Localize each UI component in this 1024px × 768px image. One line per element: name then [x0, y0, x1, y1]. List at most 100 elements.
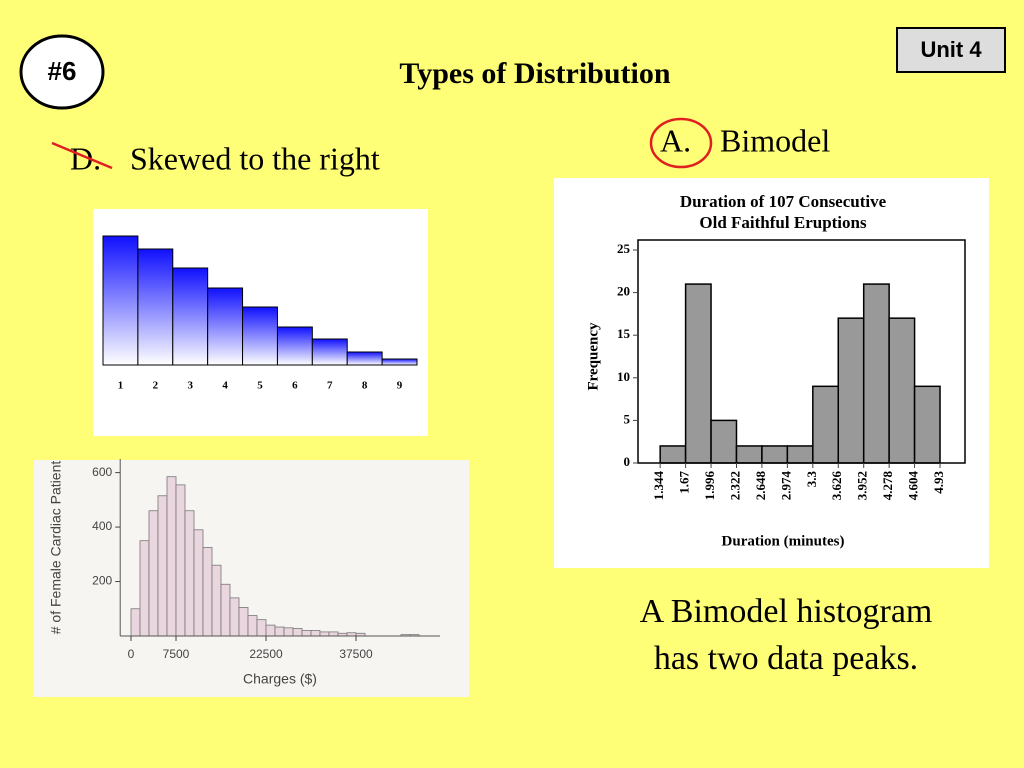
bar: [684, 283, 712, 464]
bar: [211, 564, 222, 637]
y-tick-label: 400: [92, 519, 112, 533]
x-tick-label: 4.604: [906, 471, 921, 501]
caption: has two data peaks.: [654, 640, 918, 677]
bar: [837, 317, 865, 464]
bar: [238, 607, 249, 637]
x-tick-label: 3.952: [855, 471, 870, 500]
bar: [175, 484, 186, 637]
bar: [229, 597, 240, 637]
panel: [34, 460, 469, 697]
x-tick-label: 4.93: [931, 471, 946, 494]
bar: [710, 419, 738, 464]
bar: [311, 338, 348, 366]
bar: [283, 627, 294, 637]
badge: #6: [48, 56, 77, 86]
bar: [812, 385, 840, 464]
bar: [157, 495, 168, 637]
letter: D.: [70, 140, 101, 176]
bar: [184, 510, 195, 637]
bar: [328, 631, 339, 637]
heading: Skewed to the right: [130, 140, 380, 176]
bar: [242, 306, 278, 366]
x-axis-label: Duration (minutes): [722, 533, 845, 549]
x-tick-label: 1.344: [651, 471, 666, 501]
bar: [659, 445, 687, 464]
bar: [220, 583, 231, 637]
bar: [319, 631, 330, 637]
chart-title: Old Faithful Eruptions: [699, 213, 867, 232]
unit: Unit 4: [920, 37, 982, 62]
x-tick-label: 2.648: [753, 471, 768, 501]
x-tick-label: 22500: [249, 647, 283, 661]
y-tick-label: 5: [624, 411, 631, 426]
bar: [202, 547, 213, 637]
bar: [913, 385, 941, 464]
bar: [207, 287, 244, 366]
y-axis-label: # of Female Cardiac Patient: [48, 461, 64, 635]
x-tick-label: 37500: [339, 647, 373, 661]
bar: [166, 476, 177, 637]
x-tick-label: 1.67: [677, 471, 692, 494]
x-tick-label: 7500: [163, 647, 190, 661]
x-tick-label: 1.996: [702, 471, 717, 501]
bar: [310, 630, 321, 637]
letter: A.: [660, 122, 691, 158]
x-tick-label: 1: [118, 380, 124, 392]
bar: [193, 529, 204, 637]
y-tick-label: 20: [617, 284, 630, 299]
bar: [381, 358, 418, 366]
x-tick-label: 9: [397, 380, 403, 392]
y-tick-label: 0: [624, 454, 631, 469]
panel: [554, 178, 989, 568]
strike: [51, 141, 113, 170]
x-tick-label: 0: [128, 647, 135, 661]
x-tick-label: 8: [362, 380, 368, 392]
y-tick-label: 10: [617, 369, 630, 384]
bar: [888, 317, 916, 464]
x-tick-label: 2: [153, 380, 159, 392]
x-tick-label: 5: [257, 380, 263, 392]
chart-title: Duration of 107 Consecutive: [680, 192, 887, 211]
heading: Bimodel: [720, 122, 830, 158]
x-axis-label: Charges ($): [243, 671, 317, 687]
x-tick-label: 2.322: [727, 471, 742, 500]
x-tick-label: 2.974: [778, 471, 793, 501]
y-tick-label: 600: [92, 465, 112, 479]
bar: [247, 615, 258, 637]
bar: [256, 619, 267, 637]
bar: [130, 608, 141, 637]
bar: [276, 326, 313, 366]
x-tick-label: 4: [222, 380, 228, 392]
frame: [637, 239, 966, 464]
x-tick-label: 7: [327, 380, 333, 392]
bar: [265, 624, 276, 637]
bar: [137, 248, 174, 366]
y-axis-label: Frequency: [585, 322, 601, 391]
bar: [172, 267, 209, 366]
y-tick-label: 15: [617, 326, 631, 341]
bar: [786, 445, 814, 464]
y-tick-label: 25: [617, 241, 631, 256]
bar: [102, 235, 139, 366]
caption: A Bimodel histogram: [640, 593, 933, 630]
bar: [292, 627, 303, 637]
x-tick-label: 3.626: [829, 471, 844, 501]
bar: [139, 540, 150, 637]
x-tick-label: 3.3: [804, 471, 819, 488]
unit-box: [896, 27, 1006, 73]
bar: [735, 445, 763, 464]
bar: [761, 445, 789, 464]
y-tick-label: 200: [92, 574, 112, 588]
bar: [301, 630, 312, 637]
bar: [862, 283, 890, 464]
bar: [274, 626, 285, 637]
bar: [148, 510, 159, 637]
badge-circle: [19, 34, 105, 110]
bar: [346, 351, 383, 366]
circle-mark: [649, 117, 713, 169]
x-tick-label: 6: [292, 380, 298, 392]
x-tick-label: 4.278: [880, 471, 895, 501]
slide-title: Types of Distribution: [399, 57, 670, 90]
x-tick-label: 3: [187, 380, 193, 392]
